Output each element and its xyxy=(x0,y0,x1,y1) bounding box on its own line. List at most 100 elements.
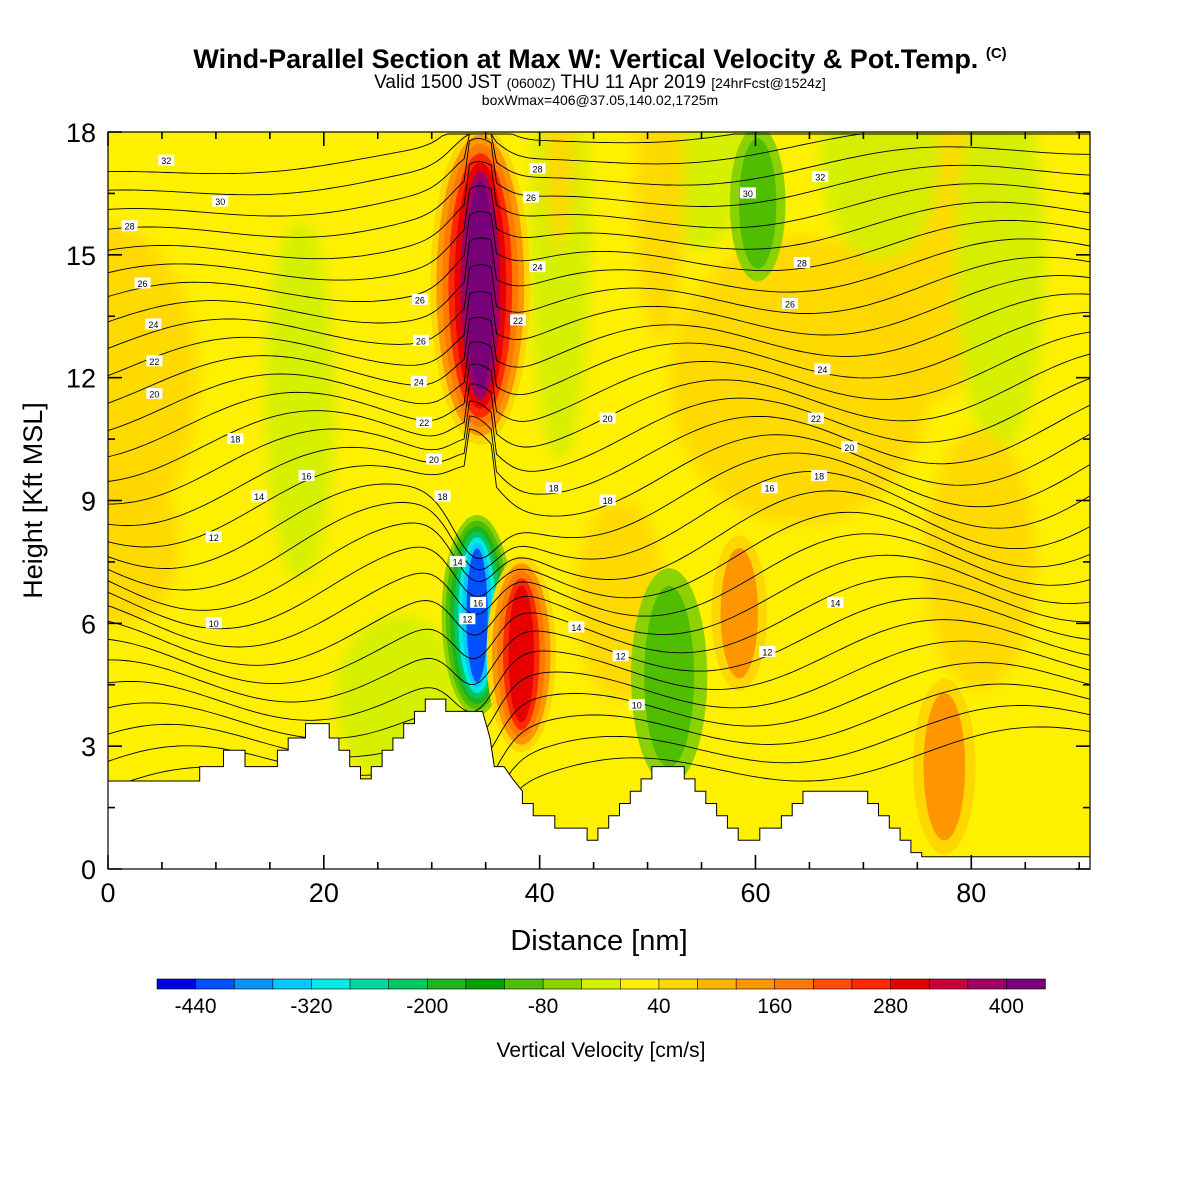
colorbar-swatch xyxy=(620,978,660,990)
theta-label-text: 20 xyxy=(844,443,854,453)
colorbar-swatch xyxy=(349,978,390,990)
updraft-core xyxy=(711,535,768,691)
theta-label: 10 xyxy=(628,699,645,711)
theta-label-text: 12 xyxy=(209,533,219,543)
chart-title-text: Wind-Parallel Section at Max W: Vertical… xyxy=(193,44,979,74)
colorbar-tick-label: 40 xyxy=(647,995,670,1018)
theta-label-text: 20 xyxy=(149,390,159,400)
theta-label: 18 xyxy=(811,469,828,481)
field-band xyxy=(530,132,590,460)
colorbar-swatch xyxy=(697,978,737,990)
theta-label: 20 xyxy=(599,412,616,424)
theta-label-bg xyxy=(145,318,162,330)
theta-contour-line xyxy=(108,161,1090,260)
theta-label: 26 xyxy=(523,191,540,203)
theta-label-text: 22 xyxy=(149,357,159,367)
colorbar-swatch xyxy=(504,978,544,990)
theta-contour-line xyxy=(108,619,1090,721)
theta-contour-line xyxy=(108,138,1090,238)
colorbar-label: Vertical Velocity [cm/s] xyxy=(497,1039,706,1062)
theta-label: 32 xyxy=(812,171,829,183)
downdraft-core xyxy=(729,132,786,282)
colorbar-swatch xyxy=(851,978,892,990)
theta-label: 12 xyxy=(759,645,776,657)
theta-label: 28 xyxy=(529,162,546,174)
theta-label: 26 xyxy=(134,277,151,289)
theta-label-bg xyxy=(812,171,829,183)
field-band xyxy=(955,132,1045,450)
y-tick-label: 0 xyxy=(81,855,96,885)
w-contour xyxy=(466,180,494,391)
colorbar-swatch xyxy=(465,978,506,990)
theta-label-bg xyxy=(568,621,585,633)
theta-contour-line xyxy=(108,133,1090,175)
theta-contour-line xyxy=(108,378,1090,505)
colorbar: -440 -320 -200 -80 40 160 280 400 Vertical Veloc… xyxy=(156,978,1046,1062)
theta-label-text: 14 xyxy=(254,492,264,502)
colorbar-swatch xyxy=(195,978,235,990)
theta-label: 28 xyxy=(121,220,138,232)
colorbar-swatch xyxy=(890,978,930,990)
field-bands xyxy=(108,132,1045,785)
theta-contour-line xyxy=(108,275,1090,377)
theta-label: 18 xyxy=(599,494,616,506)
theta-label-text: 18 xyxy=(549,484,559,494)
theta-label-text: 24 xyxy=(148,320,158,330)
theta-label-bg xyxy=(227,433,244,445)
colorbar-tick-label: -320 xyxy=(290,995,332,1018)
y-tick-label: 15 xyxy=(66,241,96,271)
theta-label-text: 24 xyxy=(532,263,542,273)
vertical-velocity-field xyxy=(108,132,1045,855)
theta-contour-line xyxy=(108,428,1090,548)
theta-label-text: 18 xyxy=(603,496,613,506)
theta-label-text: 26 xyxy=(526,193,536,203)
theta-label-bg xyxy=(459,613,476,625)
theta-label-text: 24 xyxy=(414,377,424,387)
valid-time: Valid 1500 JST xyxy=(374,72,502,93)
theta-label-bg xyxy=(205,617,222,629)
theta-label: 30 xyxy=(212,195,229,207)
field-band xyxy=(265,220,335,580)
theta-label: 18 xyxy=(227,433,244,445)
theta-label-bg xyxy=(251,490,268,502)
w-contour xyxy=(644,585,695,768)
theta-label: 12 xyxy=(205,531,222,543)
theta-label: 20 xyxy=(425,453,442,465)
theta-label-text: 14 xyxy=(453,557,463,567)
colorbar-swatch xyxy=(156,978,197,990)
theta-label-bg xyxy=(449,555,466,567)
theta-contour-line xyxy=(108,293,1090,404)
colorbar-tick-label: -80 xyxy=(528,995,558,1018)
colorbar-swatch xyxy=(735,978,776,990)
colorbar-swatch xyxy=(928,978,969,990)
colorbar-tick-label: -440 xyxy=(175,995,217,1018)
theta-label: 26 xyxy=(782,297,799,309)
box-wmax-info: boxWmax=406@37.05,140.02,1725m xyxy=(481,92,719,108)
theta-label-text: 30 xyxy=(743,189,753,199)
theta-label: 24 xyxy=(814,363,831,375)
colorbar-swatch xyxy=(581,978,622,990)
theta-label-text: 28 xyxy=(797,259,807,269)
w-contour xyxy=(508,585,535,723)
updraft-core xyxy=(486,555,557,753)
theta-label: 16 xyxy=(470,596,487,608)
theta-label-text: 18 xyxy=(230,435,240,445)
theta-label-bg xyxy=(523,191,540,203)
y-axis-label: Height [Kft MSL] xyxy=(18,402,48,599)
theta-label-bg xyxy=(811,469,828,481)
x-tick-label: 80 xyxy=(956,878,986,908)
chart-title: Wind-Parallel Section at Max W: Vertical… xyxy=(0,44,1200,75)
theta-label-bg xyxy=(425,453,442,465)
theta-contour-line xyxy=(108,353,1090,482)
theta-label: 14 xyxy=(449,555,466,567)
valid-date: THU 11 Apr 2019 xyxy=(560,72,706,93)
theta-contour-line xyxy=(108,640,1090,741)
theta-label: 24 xyxy=(410,375,427,387)
colorbar-swatch xyxy=(967,978,1008,990)
theta-label: 16 xyxy=(761,482,778,494)
theta-label-text: 14 xyxy=(571,623,581,633)
theta-contour-line xyxy=(108,185,1090,281)
theta-contour-line xyxy=(108,237,1090,324)
theta-label: 26 xyxy=(412,334,429,346)
